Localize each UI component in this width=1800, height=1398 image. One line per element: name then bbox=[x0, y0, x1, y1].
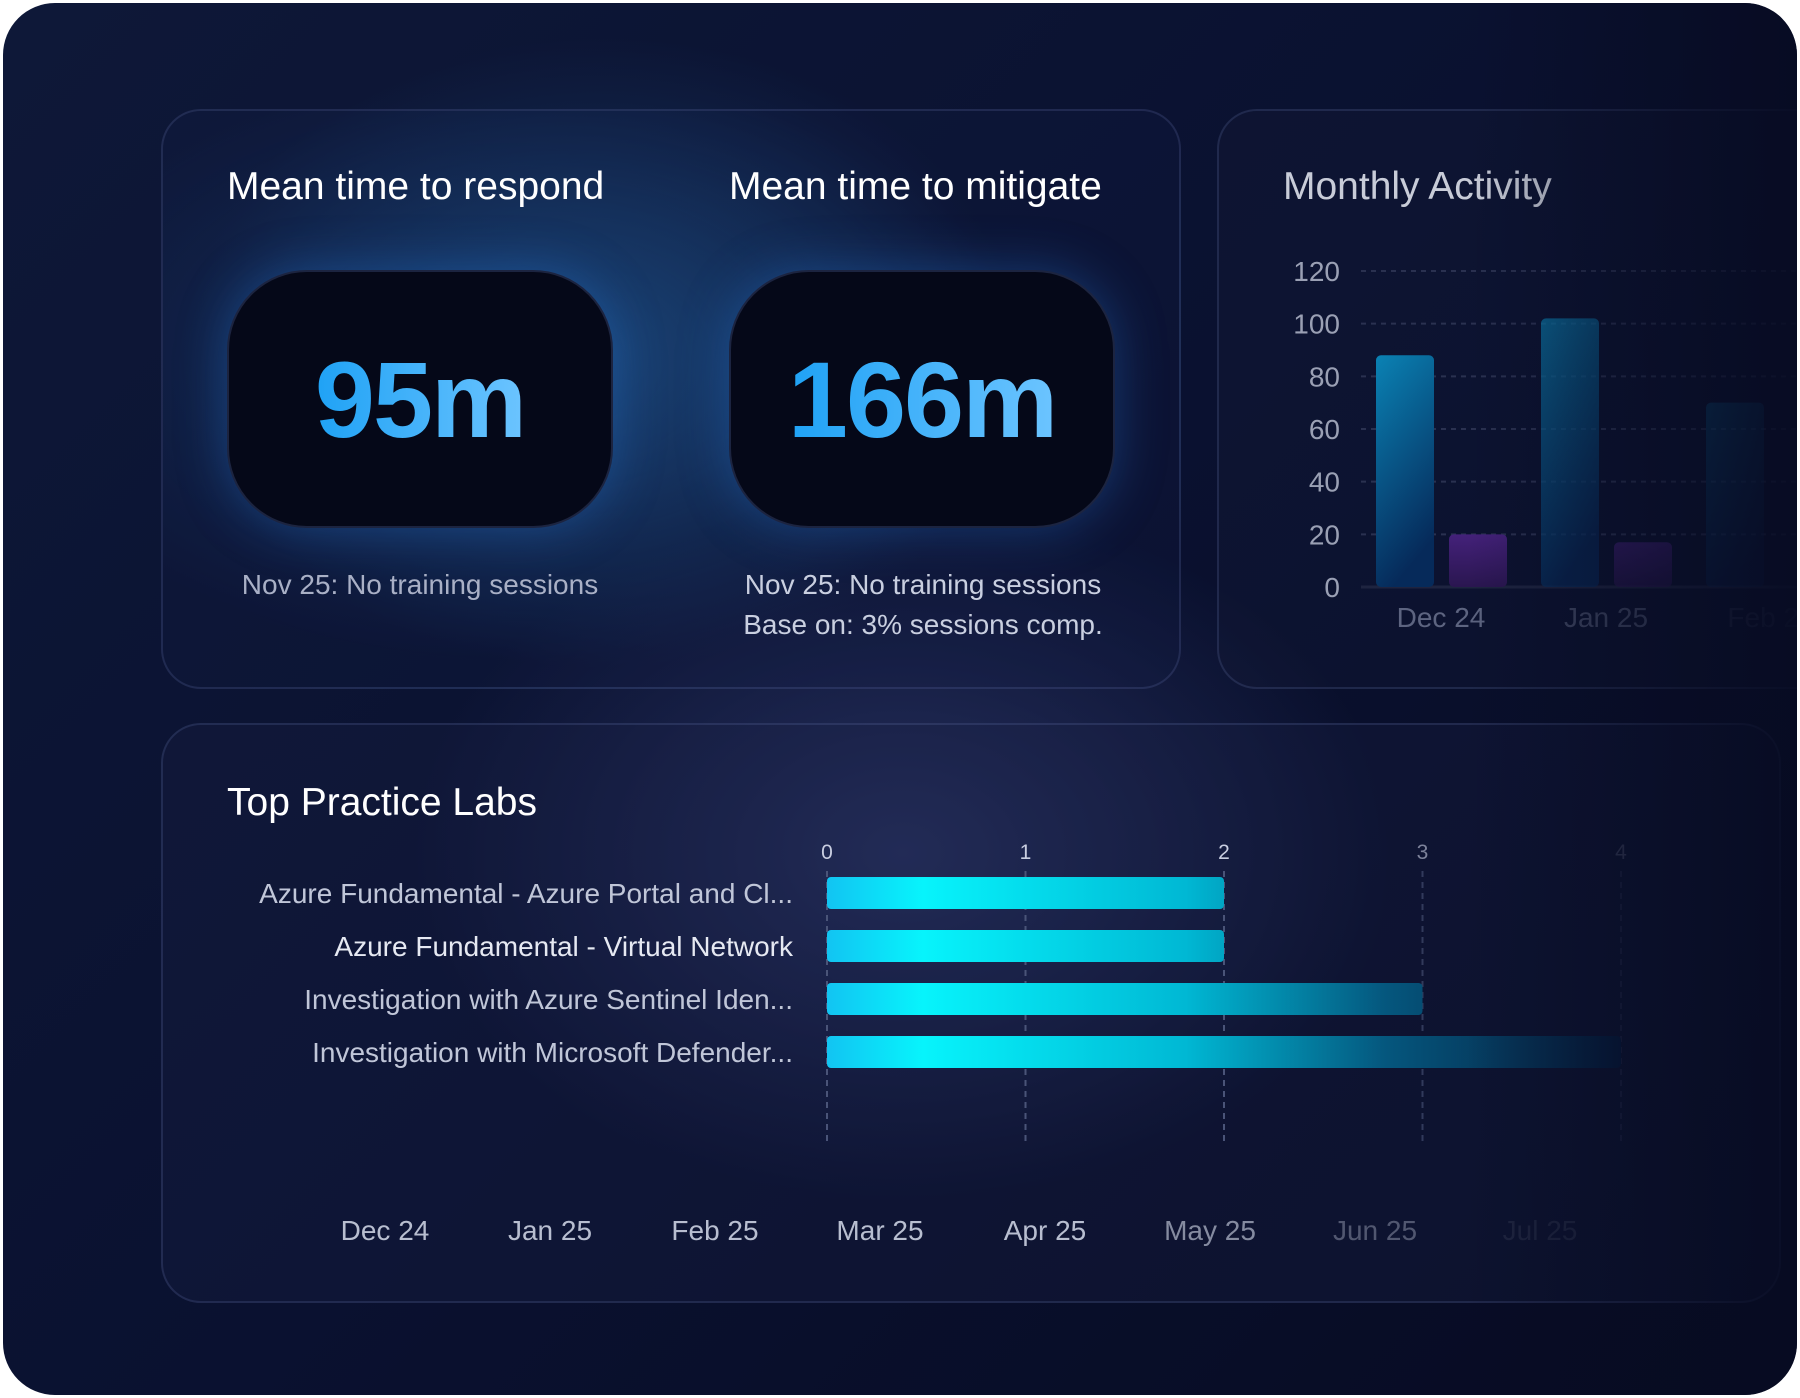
mitigate-title: Mean time to mitigate bbox=[729, 165, 1102, 208]
y-tick-label: 0 bbox=[1324, 572, 1340, 603]
y-tick-label: 80 bbox=[1309, 361, 1340, 392]
lab-bar bbox=[827, 877, 1224, 909]
x-tick-label: 2 bbox=[1218, 841, 1230, 864]
dashboard-frame: Mean time to respond Mean time to mitiga… bbox=[3, 3, 1797, 1395]
month-label: Jul 25 bbox=[1503, 1215, 1578, 1246]
month-label: Jan 25 bbox=[508, 1215, 592, 1246]
top-practice-labs-chart: 0 1 2 3 4 Azure Fundamental - Azure Portal an… bbox=[259, 841, 1627, 1246]
lab-label: Azure Fundamental - Virtual Network bbox=[334, 931, 794, 962]
month-label: Feb 25 bbox=[671, 1215, 758, 1246]
respond-value: 95m bbox=[314, 338, 527, 460]
month-label: May 25 bbox=[1164, 1215, 1256, 1246]
y-tick-label: 60 bbox=[1309, 414, 1340, 445]
month-label: Mar 25 bbox=[836, 1215, 923, 1246]
y-tick-label: 120 bbox=[1293, 256, 1340, 287]
x-tick-label: 1 bbox=[1020, 841, 1032, 864]
month-label: Apr 25 bbox=[1004, 1215, 1087, 1246]
y-tick-label: 20 bbox=[1309, 519, 1340, 550]
lab-label: Azure Fundamental - Azure Portal and Cl.… bbox=[259, 878, 793, 909]
respond-title: Mean time to respond bbox=[227, 165, 605, 208]
top-practice-labs-title: Top Practice Labs bbox=[227, 781, 538, 824]
x-tick-label: 0 bbox=[821, 841, 833, 864]
activity-bar bbox=[1376, 355, 1434, 587]
lab-bar bbox=[827, 1036, 1621, 1068]
respond-value-box: 95m bbox=[227, 270, 613, 528]
x-tick-label: 4 bbox=[1615, 841, 1627, 864]
x-tick-label: 3 bbox=[1417, 841, 1429, 864]
mitigate-value-box: 166m bbox=[729, 270, 1115, 528]
y-tick-label: 40 bbox=[1309, 467, 1340, 498]
lab-label: Investigation with Microsoft Defender... bbox=[312, 1037, 793, 1068]
month-label: Jun 25 bbox=[1333, 1215, 1417, 1246]
mitigate-value: 166m bbox=[787, 338, 1058, 460]
lab-label: Investigation with Azure Sentinel Iden..… bbox=[304, 984, 793, 1015]
lab-bar bbox=[827, 930, 1224, 962]
respond-note: Nov 25: No training sessions bbox=[241, 569, 599, 600]
mitigate-note: Nov 25: No training sessions bbox=[744, 569, 1102, 600]
month-label: Dec 24 bbox=[341, 1215, 430, 1246]
y-tick-label: 100 bbox=[1293, 309, 1340, 340]
mitigate-note-basis: Base on: 3% sessions comp. bbox=[743, 609, 1103, 640]
lab-bar bbox=[827, 983, 1423, 1015]
